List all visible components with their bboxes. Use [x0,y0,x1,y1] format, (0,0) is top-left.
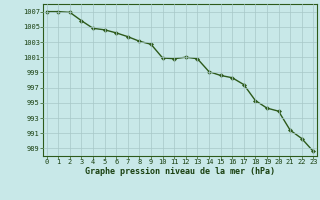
X-axis label: Graphe pression niveau de la mer (hPa): Graphe pression niveau de la mer (hPa) [85,167,275,176]
